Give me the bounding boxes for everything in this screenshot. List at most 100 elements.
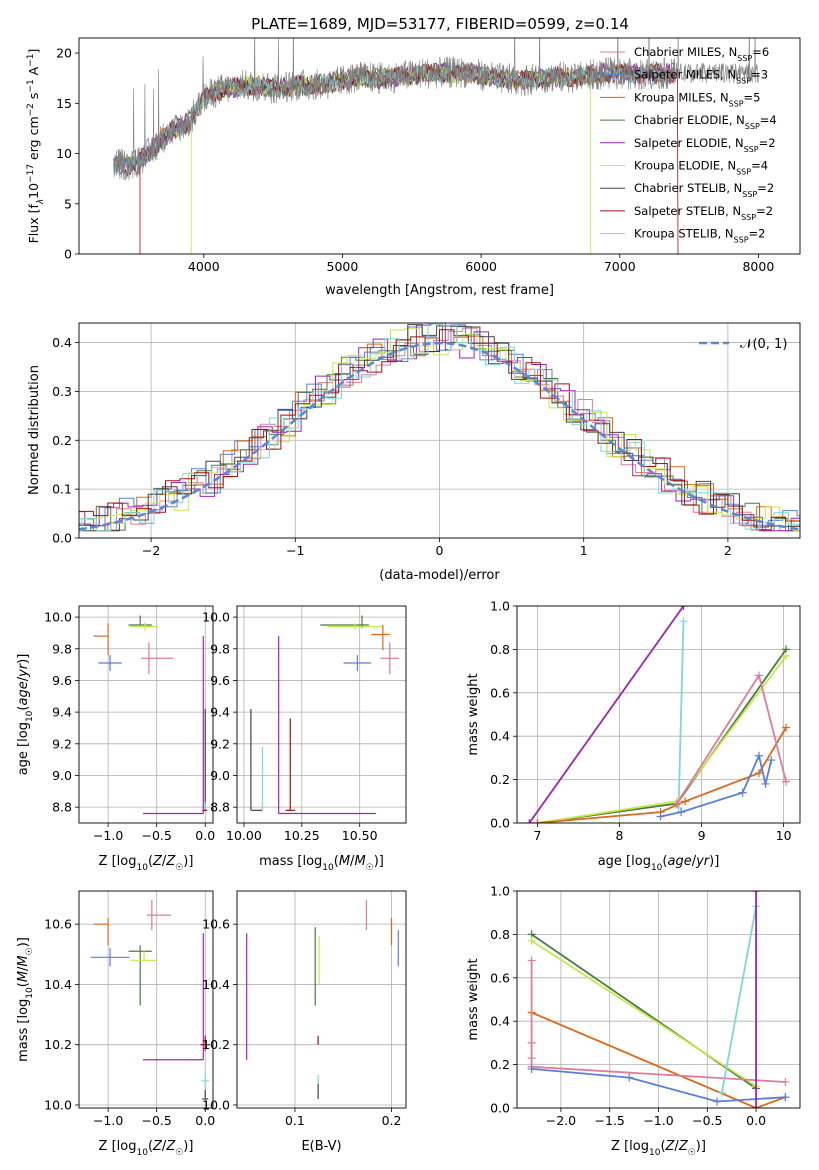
weight-line: [531, 1011, 786, 1108]
errorbar-chabrier-miles: [146, 900, 172, 931]
x-tick-label: 1: [580, 543, 588, 558]
x-axis-label: (data-model)/error: [379, 568, 500, 583]
weight-series-salpeter-miles: [527, 1064, 790, 1106]
y-tick-label: 8.8: [210, 800, 230, 815]
normal-curve: [79, 341, 800, 531]
weight-marker: [752, 891, 761, 895]
x-tick-label: 0: [436, 543, 444, 558]
observed-spectrum: [113, 38, 759, 181]
y-tick-label: 10.2: [44, 1037, 72, 1052]
weight-marker: [527, 936, 536, 945]
histogram-salpeter-elodie: [79, 323, 800, 532]
y-tick-label: 0.4: [490, 729, 510, 744]
y-tick-label: 10.2: [202, 1037, 230, 1052]
mass-vs-Z-panel: −1.0 −0.5 0.0 10.0 10.2 10.4 10.6 Z [log10(Z/Z☉…: [16, 890, 215, 1158]
mass-vs-Z-grid: [79, 891, 213, 1108]
histogram-salpeter-stelib: [79, 329, 800, 532]
x-axis-label: Z [log10(Z/Z☉)]: [99, 1139, 194, 1158]
mass-vs-ebv-panel: E(B-V): [301, 1139, 341, 1154]
figure-title: PLATE=1689, MJD=53177, FIBERID=0599, z=0…: [251, 15, 629, 33]
x-tick-label: −1.0: [643, 1113, 673, 1128]
y-tick-label: 0.2: [490, 772, 510, 787]
y-tick-label: 9.6: [52, 673, 72, 688]
weight-series-kroupa-elodie: [533, 651, 791, 823]
y-tick-label: 1.0: [490, 884, 510, 899]
errorbar-kroupa-elodie: [130, 621, 158, 632]
y-tick-label: 9.4: [210, 705, 230, 720]
mass-weight-vs-Z-series: [527, 891, 790, 1108]
weight-marker: [761, 779, 770, 788]
x-tick-label: 10.25: [284, 828, 320, 843]
weight-marker: [717, 1088, 726, 1097]
x-tick-label: −2: [142, 543, 160, 558]
age-vs-mass-axes-frame: [236, 605, 407, 824]
y-tick-label: 0.0: [490, 816, 510, 831]
residuals-panel: −2 −1 0 1 2 0.0 0.1 0.2 0.3 0.4 𝒩(0, 1) (data-model…: [27, 322, 801, 583]
spectrum-panel: 4000 5000 6000 7000 8000 0 5 10 15 20 Chabrier MIL…: [26, 37, 801, 298]
y-tick-label: 0.4: [490, 1014, 510, 1029]
y-tick-label: 9.4: [52, 705, 72, 720]
y-tick-label: 10.0: [202, 610, 230, 625]
y-tick-label: 10.4: [44, 977, 72, 992]
weight-marker: [752, 1104, 761, 1108]
weight-marker: [713, 1097, 722, 1106]
y-axis-label: Normed distribution: [27, 365, 42, 495]
y-tick-label: 9.8: [210, 641, 230, 656]
y-tick-label: 9.8: [52, 641, 72, 656]
weight-series-chabrier-miles: [672, 671, 791, 808]
y-tick-label: 9.0: [210, 768, 230, 783]
weight-line: [528, 606, 685, 823]
spectrum-legend: Chabrier MILES, NSSP=6 Salpeter MILES, NS…: [600, 45, 777, 244]
y-tick-label: 15: [56, 96, 72, 111]
weight-marker: [679, 617, 688, 626]
errorbar-chabrier-stelib: [202, 1089, 209, 1100]
x-tick-label: −0.5: [142, 828, 172, 843]
y-tick-label: 10.0: [44, 610, 72, 625]
errorbar-salpeter-elodie: [143, 636, 204, 815]
weight-marker: [781, 1077, 790, 1086]
legend-entry: Salpeter ELODIE, NSSP=2: [634, 136, 776, 154]
x-tick-label: 2: [724, 543, 732, 558]
x-tick-label: 0.0: [195, 828, 215, 843]
y-tick-label: 0: [64, 247, 72, 262]
legend-entry: Salpeter STELIB, NSSP=2: [634, 204, 773, 222]
age-vs-Z-axes-frame: [78, 605, 214, 824]
model-spectrum-salpeter-stelib: [139, 62, 679, 254]
y-tick-label: 1.0: [490, 599, 510, 614]
errorbar-chabrier-miles: [380, 642, 400, 675]
errorbar-salpeter-miles: [98, 655, 122, 671]
x-tick-label: 10: [776, 828, 792, 843]
y-tick-label: 10: [56, 146, 72, 161]
y-tick-label: 0.2: [52, 433, 72, 448]
y-axis-label: Flux [fλ10−17 erg cm−2 s−1 A−1]: [26, 49, 46, 244]
y-tick-label: 10.6: [44, 917, 72, 932]
errorbar-chabrier-miles: [141, 642, 174, 675]
histogram-kroupa-elodie: [79, 328, 800, 532]
y-tick-label: 0.8: [490, 642, 510, 657]
errorbar-chabrier-stelib: [250, 708, 263, 811]
x-tick-label: 6000: [465, 259, 497, 274]
weight-series-salpeter-elodie: [525, 606, 688, 823]
x-axis-label: age [log10(age/yr)]: [598, 854, 720, 873]
x-tick-label: −0.5: [142, 1113, 172, 1128]
x-tick-label: −2.0: [546, 1113, 576, 1128]
legend-entry: 𝒩(0, 1): [740, 337, 787, 352]
y-tick-label: 9.0: [52, 768, 72, 783]
mass-weight-vs-age-grid: [517, 605, 800, 824]
y-tick-label: 10.6: [202, 917, 230, 932]
weight-series-salpeter-miles: [656, 751, 776, 821]
spectrum-lines: [113, 38, 759, 254]
y-tick-label: 10.4: [202, 977, 230, 992]
y-tick-label: 20: [56, 46, 72, 61]
weight-marker: [525, 819, 534, 823]
y-axis-label: mass weight: [466, 673, 481, 755]
y-tick-label: 0.3: [52, 384, 72, 399]
weight-line: [537, 727, 787, 823]
errorbar-salpeter-elodie: [143, 933, 204, 1061]
y-tick-label: 0.8: [490, 927, 510, 942]
x-tick-label: 0.1: [285, 1113, 305, 1128]
histogram-chabrier-stelib: [79, 324, 800, 532]
errorbar-kroupa-miles: [93, 623, 109, 656]
x-tick-label: 7: [534, 828, 542, 843]
weight-marker: [782, 651, 791, 660]
